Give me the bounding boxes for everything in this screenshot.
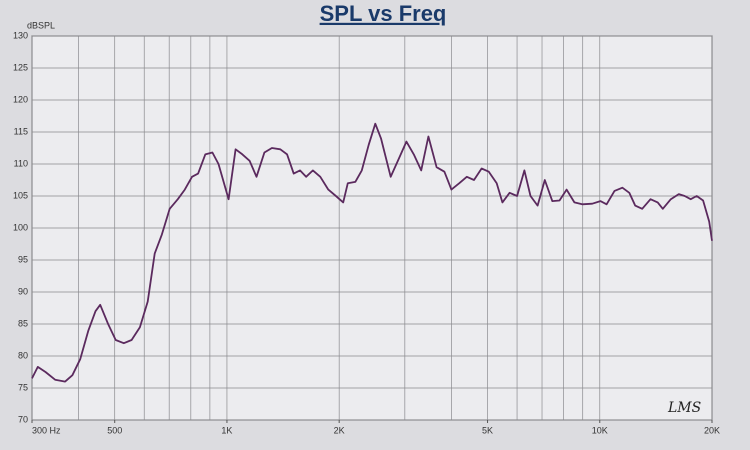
x-tick-label: 300 Hz <box>32 425 61 435</box>
chart-title: SPL vs Freq <box>320 1 447 26</box>
x-tick-label: 10K <box>592 425 608 435</box>
y-axis-label: dBSPL <box>27 20 55 30</box>
y-tick-label: 105 <box>13 190 28 200</box>
y-tick-label: 130 <box>13 30 28 40</box>
y-tick-label: 90 <box>18 286 28 296</box>
y-tick-label: 95 <box>18 254 28 264</box>
annotation: LMS <box>667 400 701 416</box>
x-tick-label: 5K <box>482 425 493 435</box>
y-tick-label: 85 <box>18 318 28 328</box>
x-tick-label: 500 <box>107 425 122 435</box>
grid <box>31 35 713 421</box>
y-tick-label: 120 <box>13 94 28 104</box>
y-tick-label: 70 <box>18 414 28 424</box>
y-tick-label: 80 <box>18 350 28 360</box>
y-tick-label: 125 <box>13 62 28 72</box>
x-tick-label: 20K <box>704 425 720 435</box>
x-tick-label: 1K <box>221 425 232 435</box>
y-tick-label: 100 <box>13 222 28 232</box>
spl-line <box>31 122 713 383</box>
y-tick-label: 110 <box>14 158 28 168</box>
y-tick-label: 75 <box>18 382 28 392</box>
x-tick-label: 2K <box>334 425 345 435</box>
y-tick-label: 115 <box>14 126 28 136</box>
